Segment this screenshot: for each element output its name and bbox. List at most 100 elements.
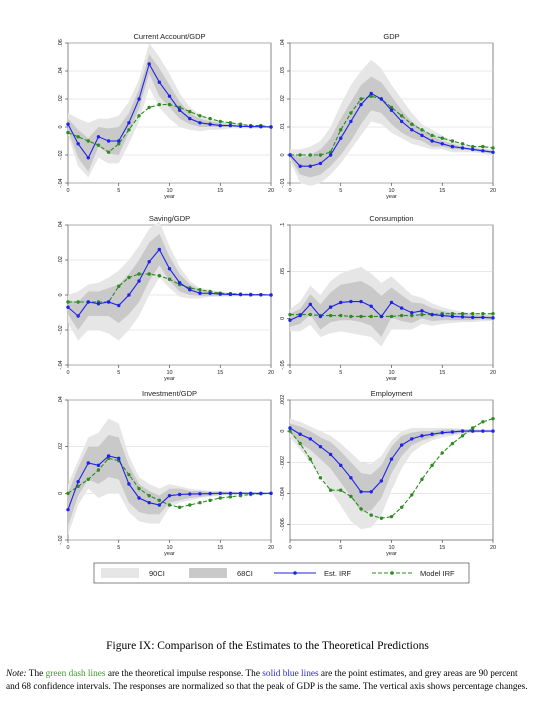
est-irf-point <box>76 314 80 318</box>
model-irf-point <box>137 272 141 276</box>
x-tick-label: 15 <box>217 188 223 194</box>
legend-ci90-swatch <box>101 568 139 578</box>
x-tick-label: 20 <box>490 188 496 194</box>
est-irf-point <box>66 507 70 512</box>
model-irf-point <box>188 503 192 507</box>
y-tick-label: .05 <box>280 268 286 276</box>
note-part2: are the theoretical impulse response. Th… <box>105 669 263 679</box>
est-irf-point <box>208 491 212 496</box>
x-tick-label: 20 <box>490 370 496 376</box>
x-tick-label: 5 <box>117 370 120 376</box>
est-irf-point <box>481 315 485 320</box>
legend-model-label: Model IRF <box>420 569 455 578</box>
model-irf-point <box>460 311 465 316</box>
est-irf-point <box>66 122 70 126</box>
x-tick-label: 20 <box>490 545 496 551</box>
x-axis-label: year <box>386 376 397 382</box>
est-irf-point <box>198 492 202 496</box>
panel-title: Saving/GDP <box>149 214 190 223</box>
est-irf-point <box>127 121 131 125</box>
est-irf-point <box>259 125 263 129</box>
est-irf-point <box>106 139 111 143</box>
est-irf-point <box>460 429 465 433</box>
est-irf-point <box>339 300 343 305</box>
x-tick-label: 15 <box>439 188 445 194</box>
est-irf-point <box>117 139 121 143</box>
model-irf-point <box>410 493 414 497</box>
est-irf-point <box>157 503 162 507</box>
est-irf-point <box>318 314 323 319</box>
ci68-band <box>290 423 493 512</box>
model-irf-point <box>491 416 495 421</box>
est-irf-point <box>298 164 302 168</box>
est-irf-point <box>349 119 353 124</box>
est-irf-point <box>167 493 172 498</box>
model-irf-point <box>127 128 131 132</box>
model-irf-point <box>208 116 212 121</box>
est-irf-point <box>269 125 273 129</box>
x-tick-label: 10 <box>388 370 394 376</box>
panel-2: -.04 -.02 0 .02 .04 0 5 10 15 20 year Saving/GDP <box>58 214 274 382</box>
est-irf-point <box>106 454 111 458</box>
model-irf-point <box>167 102 172 107</box>
model-irf-point <box>471 426 475 430</box>
est-irf-point <box>76 142 80 146</box>
model-irf-point <box>339 128 343 132</box>
model-irf-point <box>420 312 424 317</box>
model-irf-point <box>359 97 363 101</box>
model-irf-point <box>86 477 91 482</box>
est-irf-point <box>259 491 263 496</box>
est-irf-point <box>369 490 373 494</box>
model-irf-point <box>167 277 172 281</box>
est-irf-point <box>157 247 162 252</box>
model-irf-point <box>198 500 202 505</box>
y-tick-label: -.01 <box>280 178 286 187</box>
model-irf-point <box>137 114 141 118</box>
est-irf-point <box>288 153 292 157</box>
est-irf-point <box>328 452 333 457</box>
est-irf-point <box>288 426 292 430</box>
y-tick-label: .04 <box>280 39 286 47</box>
legend-model-marker <box>390 571 394 575</box>
y-tick-label: 0 <box>58 492 64 495</box>
model-irf-point <box>96 143 101 147</box>
est-irf-point <box>238 124 243 128</box>
est-irf-point <box>491 316 495 320</box>
model-irf-point <box>399 313 404 318</box>
y-tick-label: -.006 <box>280 518 286 531</box>
model-irf-point <box>228 495 233 499</box>
legend-ci68-swatch <box>189 568 227 578</box>
model-irf-point <box>117 284 121 288</box>
est-irf-point <box>379 314 384 319</box>
y-tick-label: .02 <box>58 256 64 264</box>
est-irf-point <box>198 121 202 125</box>
est-irf-point <box>208 122 212 126</box>
y-tick-label: -.002 <box>280 456 286 469</box>
est-irf-point <box>147 62 151 66</box>
model-irf-point <box>308 153 312 157</box>
legend-ci90-label: 90CI <box>149 569 165 578</box>
est-irf-point <box>450 314 455 319</box>
legend-ci68-label: 68CI <box>237 569 253 578</box>
est-irf-point <box>147 260 151 264</box>
y-tick-label: .1 <box>280 223 286 228</box>
x-axis-label: year <box>386 551 397 557</box>
est-irf-point <box>440 142 444 146</box>
est-irf-point <box>420 434 424 438</box>
est-irf-point <box>208 291 212 295</box>
model-irf-point <box>471 311 475 316</box>
note-blue-phrase: solid blue lines <box>262 669 319 679</box>
y-tick-label: .02 <box>58 443 64 451</box>
model-irf-line <box>289 418 494 519</box>
model-irf-point <box>208 498 212 503</box>
model-irf-point <box>450 311 455 316</box>
est-irf-point <box>228 123 233 128</box>
y-tick-label: .002 <box>280 395 286 406</box>
model-irf-point <box>298 153 302 157</box>
est-irf-point <box>238 292 243 297</box>
model-irf-point <box>288 312 292 317</box>
est-irf-point <box>339 463 343 468</box>
model-irf-point <box>471 144 475 149</box>
x-tick-label: 10 <box>166 188 172 194</box>
